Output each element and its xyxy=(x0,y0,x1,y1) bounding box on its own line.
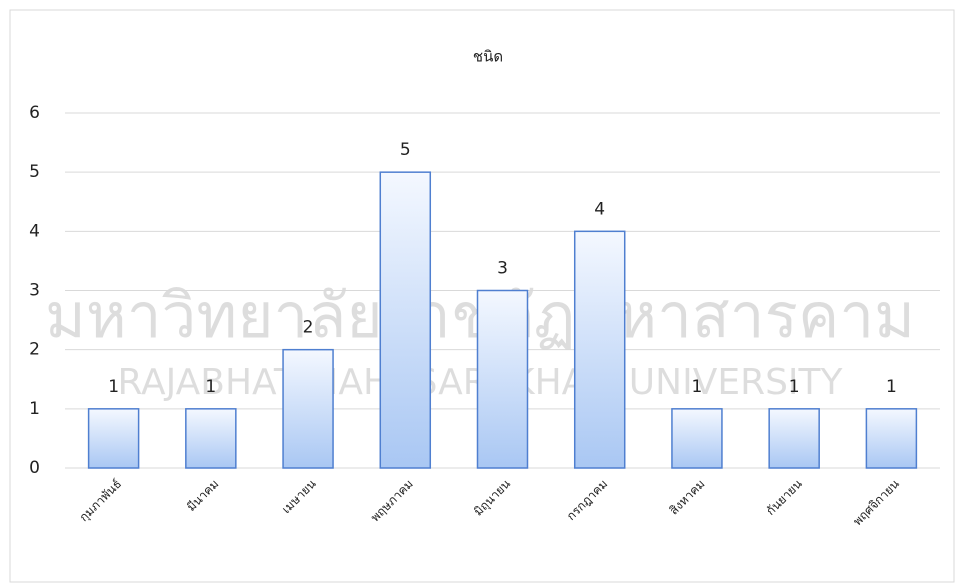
bar xyxy=(768,408,820,469)
y-tick-label: 1 xyxy=(29,399,40,419)
data-label: 1 xyxy=(886,377,897,397)
bar xyxy=(573,230,626,469)
bar xyxy=(379,171,432,469)
data-label: 1 xyxy=(205,377,216,397)
y-tick-label: 3 xyxy=(29,281,40,301)
data-label: 4 xyxy=(594,199,605,219)
data-label: 1 xyxy=(789,377,800,397)
bar xyxy=(865,408,918,469)
y-tick-label: 4 xyxy=(29,221,40,241)
bar xyxy=(671,408,723,469)
data-label: 5 xyxy=(400,140,411,160)
y-tick-label: 6 xyxy=(29,103,40,123)
y-tick-label: 5 xyxy=(29,162,40,182)
bar xyxy=(282,348,334,469)
data-label: 3 xyxy=(497,259,508,279)
data-label: 1 xyxy=(108,377,119,397)
bar xyxy=(87,408,140,469)
bar xyxy=(476,289,529,469)
bar xyxy=(185,408,237,469)
data-label: 1 xyxy=(692,377,703,397)
chart-title: ชนิด xyxy=(473,48,503,66)
data-label: 2 xyxy=(303,318,314,338)
y-tick-label: 2 xyxy=(29,340,40,360)
y-tick-label: 0 xyxy=(29,458,40,478)
